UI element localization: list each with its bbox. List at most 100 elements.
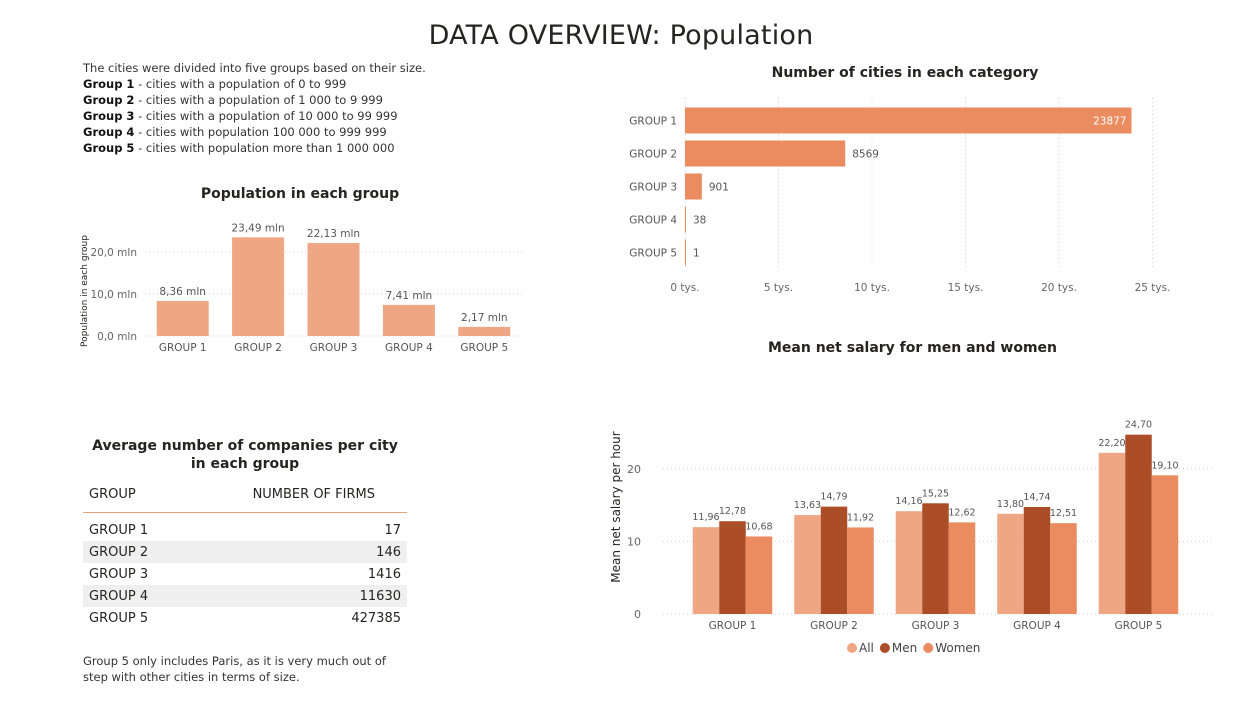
legend-label: Men [892,641,917,655]
x-tick-label: GROUP 3 [912,620,960,632]
cities-chart-title: Number of cities in each category [771,65,1039,81]
data-label: 19,10 [1151,460,1178,471]
data-label: 13,63 [794,500,821,511]
data-label: 13,80 [997,499,1024,510]
x-tick-label: GROUP 2 [810,620,858,632]
column-header-firms[interactable]: NUMBER OF FIRMS [162,487,407,513]
data-label: 22,13 mln [307,228,360,240]
data-label: 15,25 [922,488,949,499]
data-label: 901 [709,182,729,194]
x-tick-label: 15 tys. [948,282,984,294]
bar [307,243,360,336]
data-label: 14,74 [1023,492,1050,503]
x-tick-label: GROUP 2 [234,342,282,354]
bar-women [948,522,976,614]
population-chart-title: Population in each group [200,186,400,202]
bar [232,237,285,336]
intro-text: The cities were divided into five groups… [83,60,426,156]
bar [685,239,686,266]
table-row: GROUP 4 11630 [83,585,407,607]
bar [382,304,435,336]
group-desc-4: Group 4 - cities with population 100 000… [83,124,426,140]
column-header-group[interactable]: GROUP [83,487,163,513]
intro-line: The cities were divided into five groups… [83,61,426,75]
table-row: GROUP 3 1416 [83,563,407,585]
bar [685,173,702,200]
salary-chart-title: Mean net salary for men and women [768,340,1057,356]
table-row: GROUP 2 146 [83,541,407,563]
x-tick-label: GROUP 4 [1013,620,1061,632]
data-label: 11,92 [847,512,874,523]
group-cell: GROUP 4 [83,585,163,607]
bar-all [1098,452,1126,614]
bar [458,326,511,336]
group-name: Group 2 [83,93,135,107]
legend-label: Women [935,641,980,655]
group-desc-3: Group 3 - cities with a population of 10… [83,108,426,124]
bar-all [997,513,1024,614]
y-tick-label: GROUP 4 [629,215,677,227]
legend-marker [879,643,890,653]
data-label: 8,36 mln [159,286,206,298]
data-label: 12,51 [1050,508,1077,519]
data-label: 12,78 [719,506,746,517]
bar-men [1125,434,1152,614]
y-tick-label: GROUP 2 [629,149,677,161]
companies-table-panel: Average number of companies per city in … [83,437,407,629]
x-tick-label: GROUP 5 [1115,620,1163,632]
bar-men [719,521,746,614]
companies-table-title: Average number of companies per city in … [92,438,398,472]
table-header-row: GROUP NUMBER OF FIRMS [83,487,407,513]
y-axis-label: Population in each group [80,235,90,347]
y-tick-label: 0,0 mln [97,331,137,343]
page-title: DATA OVERVIEW: Population [428,20,814,51]
x-tick-label: 10 tys. [854,282,890,294]
bar-men [820,506,848,614]
x-tick-label: GROUP 1 [159,342,207,354]
firms-cell: 1416 [367,566,401,582]
data-label: 14,16 [895,496,922,507]
bar-women [1151,475,1179,614]
footnote: Group 5 only includes Paris, as it is ve… [83,654,386,684]
firms-cell: 11630 [162,585,407,607]
data-label: 23,49 mln [231,222,284,234]
legend-marker [847,643,857,653]
firms-cell: 427385 [351,610,401,626]
data-label: 7,41 mln [386,290,433,302]
group-name: Group 3 [83,109,135,123]
data-label: 2,17 mln [461,312,508,324]
x-tick-label: GROUP 1 [709,620,757,632]
data-label: 10,68 [745,521,772,532]
data-label: 12,62 [948,507,975,518]
bar [685,107,1132,134]
bar-all [692,527,720,614]
bar-women [1050,523,1077,614]
legend-marker [923,643,934,653]
bar-all [794,515,821,614]
group-text: - cities with a population of 0 to 999 [134,77,347,91]
x-tick-label: GROUP 3 [310,342,358,354]
x-tick-label: 0 tys. [670,282,699,294]
x-tick-label: 5 tys. [764,282,793,294]
data-label: 24,70 [1125,420,1152,431]
data-label: 23877 [1093,116,1126,128]
y-axis-label: Mean net salary per hour [609,431,623,582]
bar [156,300,209,336]
bar [685,140,846,167]
bar [685,206,686,233]
group-name: Group 4 [83,125,135,139]
data-label: 22,20 [1098,438,1125,449]
x-tick-label: GROUP 4 [385,342,433,354]
y-tick-label: 20 [627,463,641,476]
data-label: 14,79 [820,492,847,503]
bar-women [847,527,874,614]
group-cell: GROUP 2 [83,541,163,563]
table-row: GROUP 1 17 [83,513,407,542]
group-cell: GROUP 3 [89,566,149,582]
group-text: - cities with population 100 000 to 999 … [134,125,387,139]
group-desc-5: Group 5 - cities with population more th… [83,140,426,156]
group-text: - cities with a population of 10 000 to … [134,109,398,123]
y-tick-label: 0 [634,608,641,621]
